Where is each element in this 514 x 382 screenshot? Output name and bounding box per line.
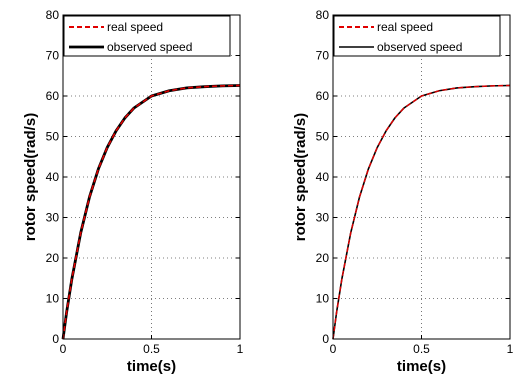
x-axis-label: time(s) <box>397 358 446 375</box>
y-tick-label: 60 <box>46 89 60 103</box>
legend-box <box>63 15 231 57</box>
chart-2: 0 10 20 30 40 50 60 70 80 0 0.5 1 time(s) rotor speed… <box>292 8 514 375</box>
y-tick-label: 30 <box>316 211 330 225</box>
x-tick-label: 0.5 <box>143 342 160 356</box>
y-tick-label: 80 <box>316 8 330 22</box>
y-tick-label: 40 <box>46 170 60 184</box>
y-axis-label: rotor speed(rad/s) <box>292 113 309 241</box>
x-tick-label: 0.5 <box>413 342 430 356</box>
chart-1: 0 10 20 30 40 50 60 70 80 0 0.5 1 time(s) rotor speed… <box>22 8 244 375</box>
legend: real speed observed speed <box>333 15 501 57</box>
legend-label: real speed <box>377 20 433 34</box>
x-tick-label: 1 <box>507 342 514 356</box>
y-tick-label: 40 <box>316 170 330 184</box>
x-tick-label: 0 <box>330 342 337 356</box>
y-tick-label: 20 <box>46 251 60 265</box>
legend-box <box>333 15 501 57</box>
series-line-real-speed <box>332 84 511 340</box>
y-tick-label: 0 <box>52 332 59 346</box>
x-axis-label: time(s) <box>127 358 176 375</box>
y-tick-label: 10 <box>316 292 330 306</box>
y-tick-label: 60 <box>316 89 330 103</box>
series-line-real-speed <box>62 84 241 340</box>
y-tick-label: 50 <box>46 130 60 144</box>
y-tick-label: 70 <box>46 49 60 63</box>
y-axis-label: rotor speed(rad/s) <box>22 113 39 241</box>
y-tick-label: 50 <box>316 130 330 144</box>
y-tick-label: 80 <box>46 8 60 22</box>
legend-label: observed speed <box>107 40 192 54</box>
legend: real speed observed speed <box>63 15 231 57</box>
x-tick-label: 0 <box>60 342 67 356</box>
y-tick-label: 20 <box>316 251 330 265</box>
y-tick-label: 70 <box>316 49 330 63</box>
y-tick-label: 0 <box>322 332 329 346</box>
y-tick-label: 30 <box>46 211 60 225</box>
legend-label: observed speed <box>377 40 462 54</box>
x-tick-label: 1 <box>237 342 244 356</box>
legend-label: real speed <box>107 20 163 34</box>
y-tick-label: 10 <box>46 292 60 306</box>
